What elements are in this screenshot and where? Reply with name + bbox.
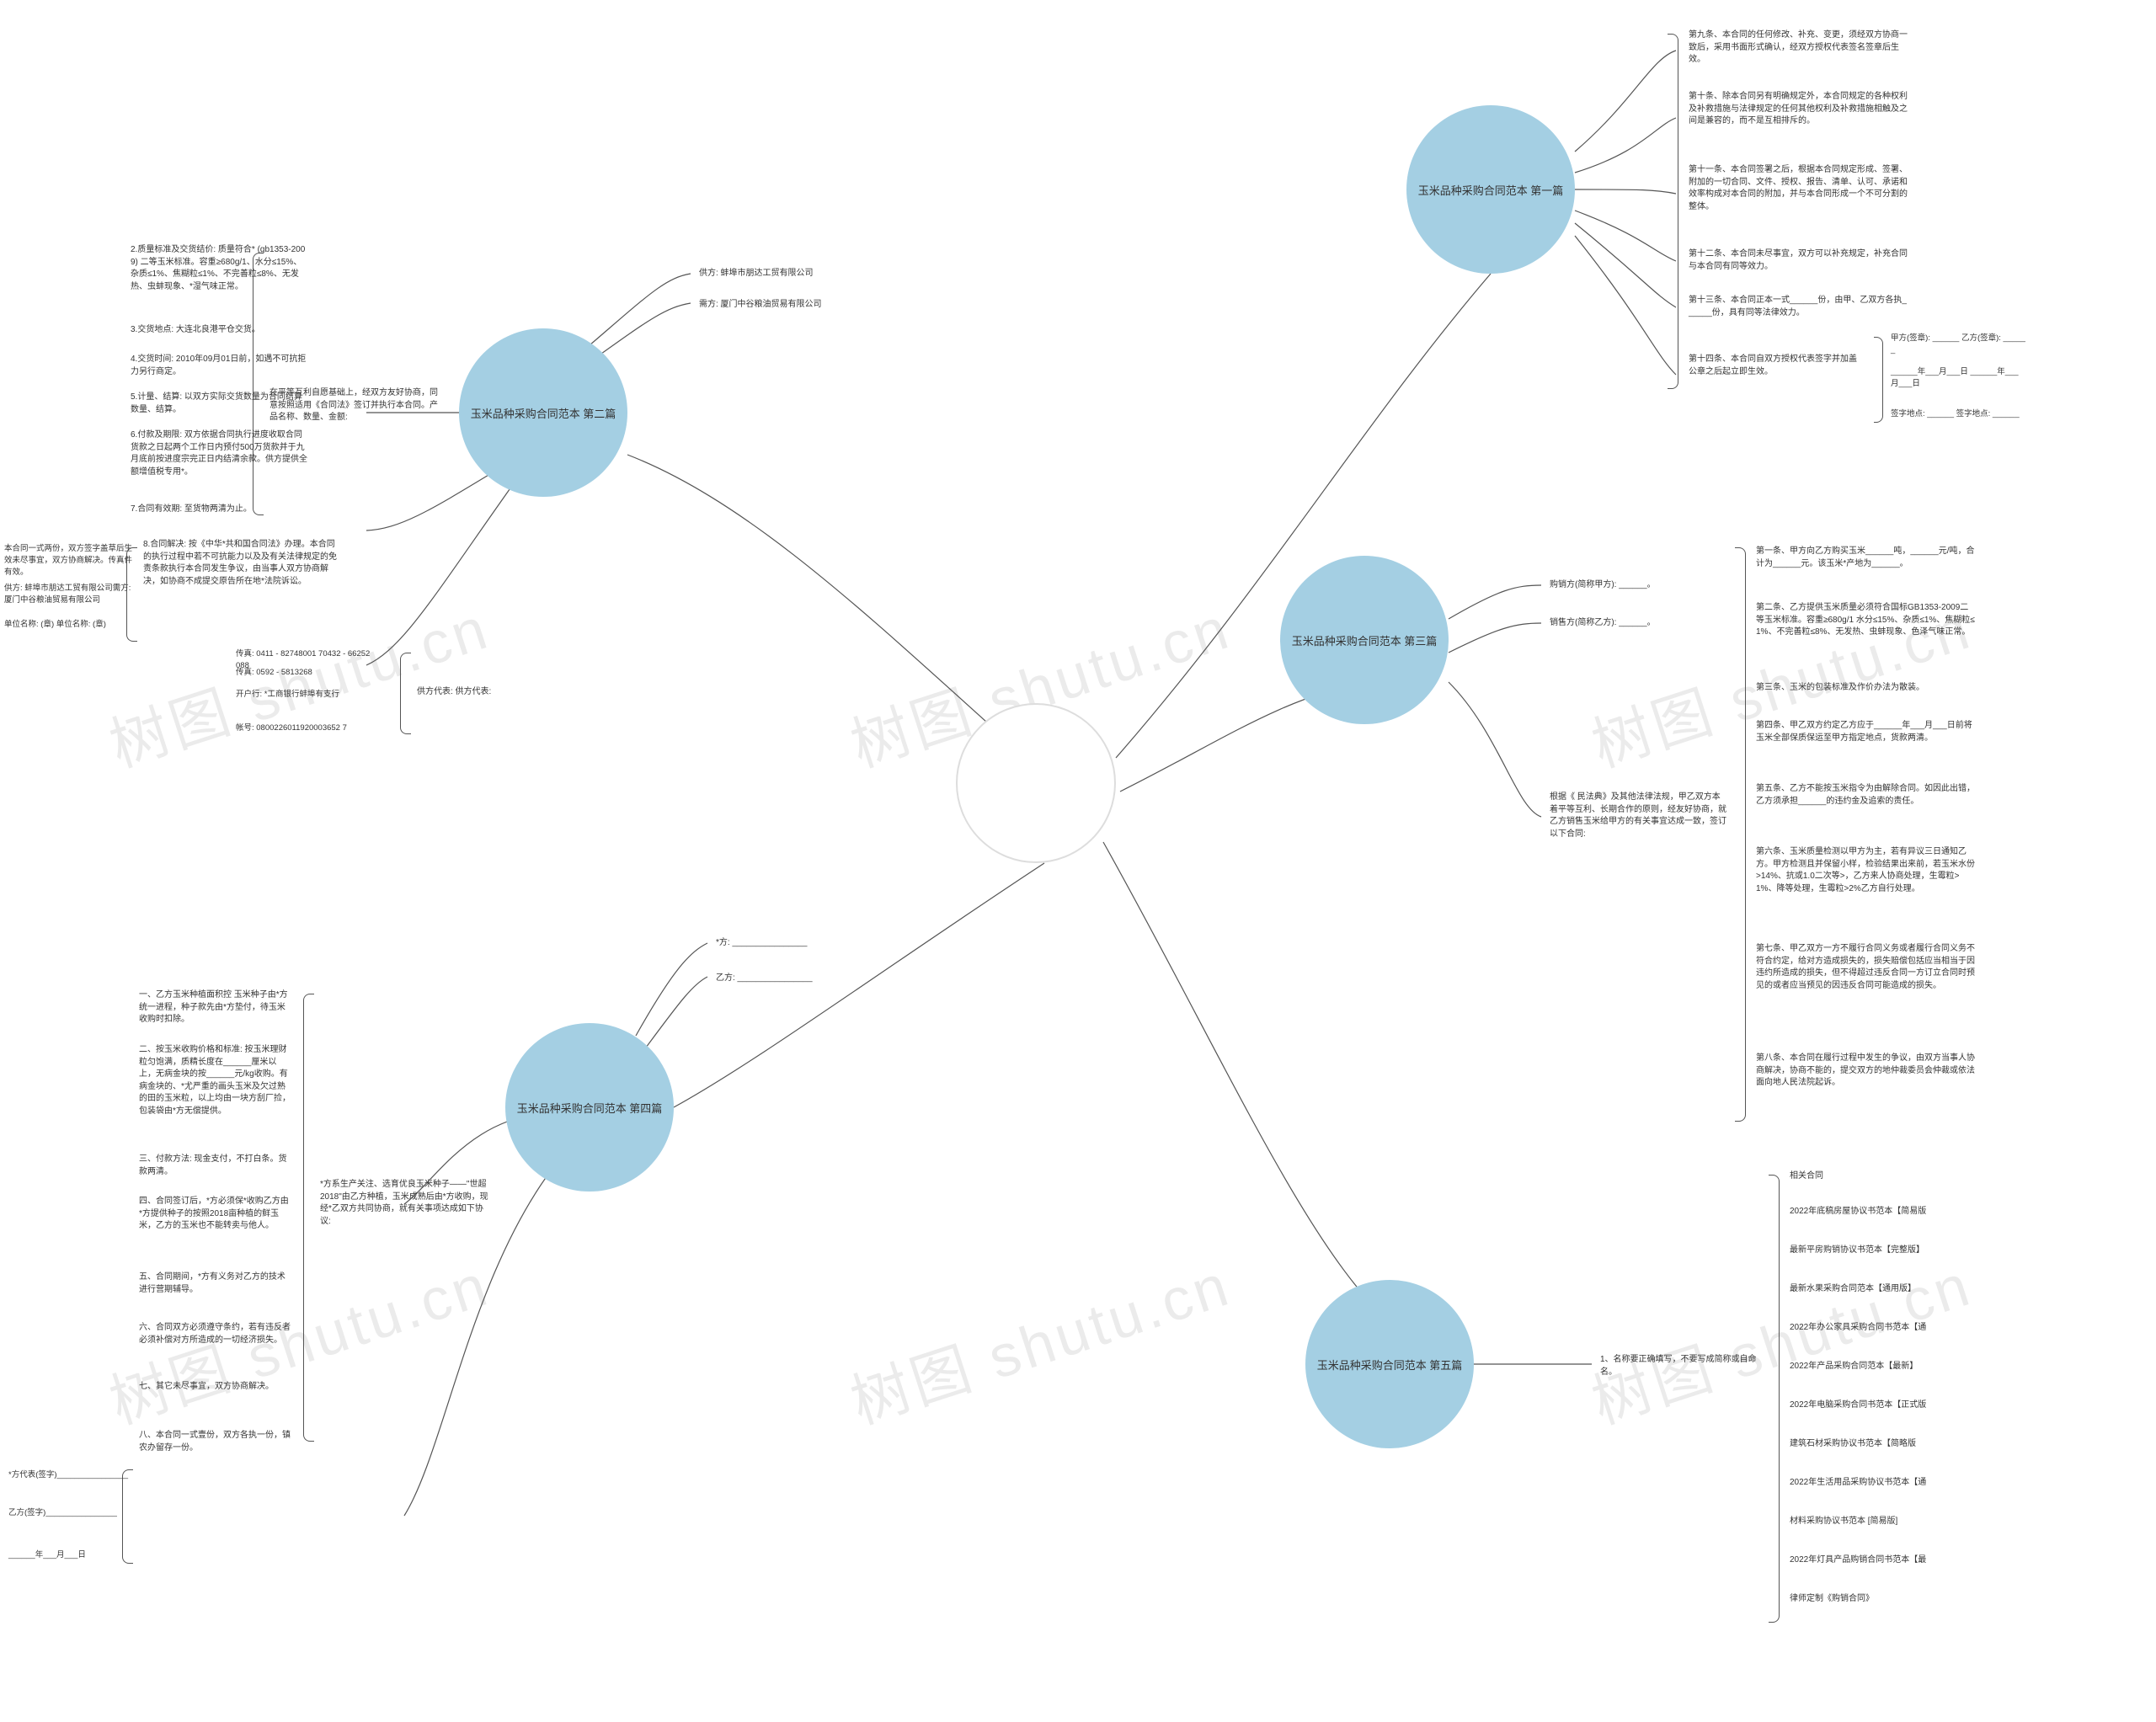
leaf-node: 传真: 0592 - 5813268 [236,667,312,679]
leaf-node: 供方: 蚌埠市朋达工贸有限公司需方: 厦门中谷粮油贸易有限公司 [4,583,139,606]
leaf-node: 建筑石材采购协议书范本【简略版 [1790,1438,1916,1451]
leaf-node: 甲方(签章): ______ 乙方(签章): ______ [1891,333,2025,356]
leaf-node: *方: ________________ [716,937,807,950]
branch-node-4: 玉米品种采购合同范本 第四篇 [505,1023,674,1192]
leaf-node: 第五条、乙方不能按玉米指令为由解除合同。如因此出错，乙方须承担______的违约… [1756,783,1975,808]
branch-label: 玉米品种采购合同范本 第一篇 [1418,182,1564,198]
leaf-node: 第十一条、本合同签署之后，根据本合同规定形成、签署、附加的一切合同、文件、授权、… [1689,164,1908,213]
leaf-node: 2022年底稿房屋协议书范本【简易版 [1790,1206,1926,1218]
leaf-node: 第七条、甲乙双方一方不履行合同义务或者履行合同义务不符合约定，给对方造成损失的，… [1756,943,1975,992]
leaf-node: 乙方(签字)________________ [8,1507,117,1519]
leaf-node: 单位名称: (章) 单位名称: (章) [4,619,106,631]
leaf-node: 第十二条、本合同未尽事宜，双方可以补充规定，补充合同与本合同有同等效力。 [1689,248,1908,273]
brace [400,653,411,734]
leaf-node: 1、名称要正确填写，不要写成简称或自命名。 [1600,1354,1769,1378]
leaf-node: 六、合同双方必须遵守条约，若有违反者必须补偿对方所造成的一切经济损失。 [139,1322,291,1346]
leaf-node: 2.质量标准及交货结价: 质量符合* (gb1353-2009) 二等玉米标准。… [131,244,307,293]
brace [1769,1175,1780,1623]
leaf-node: 一、乙方玉米种植面积控 玉米种子由*方统一进程，种子款先由*方垫付，待玉米收购时… [139,989,291,1026]
branch-node-5: 玉米品种采购合同范本 第五篇 [1305,1280,1474,1448]
leaf-node: 2022年产品采购合同范本【最新】 [1790,1361,1918,1373]
branch-label: 玉米品种采购合同范本 第二篇 [471,405,616,421]
leaf-node: 3.交货地点: 大连北良港平仓交货。 [131,324,260,337]
brace [1668,34,1678,389]
diagram-canvas: 树图 shutu.cn 树图 shutu.cn 树图 shutu.cn 树图 s… [0,0,2156,1722]
branch-node-1: 玉米品种采购合同范本 第一篇 [1406,105,1575,274]
watermark: 树图 shutu.cn [98,581,499,784]
leaf-node: 乙方: ________________ [716,973,813,985]
branch-label: 玉米品种采购合同范本 第五篇 [1317,1357,1463,1373]
leaf-node: 第一条、甲方向乙方购买玉米______吨，______元/吨，合计为______… [1756,546,1975,570]
leaf-node: 签字地点: ______ 签字地点: ______ [1891,408,2020,420]
leaf-node: 第四条、甲乙双方约定乙方应于______年___月___日前将玉米全部保质保运至… [1756,720,1975,744]
leaf-node: 2022年办公家具采购合同书范本【通 [1790,1322,1926,1335]
leaf-node: 最新水果采购合同范本【通用版】 [1790,1283,1916,1296]
leaf-node: 6.付款及期限: 双方依据合同执行进度收取合同货款之日起两个工作日内预付500万… [131,429,307,478]
branch-label: 玉米品种采购合同范本 第三篇 [1292,632,1438,648]
leaf-node: ______年___月___日 [8,1549,86,1561]
leaf-node: ______年___月___日 ______年___月___日 [1891,366,2025,390]
leaf-node: 四、合同签订后，*方必须保*收购乙方由*方提供种子的按照2018亩种植的鲜玉米，… [139,1196,291,1233]
leaf-node: 8.合同解决: 按《中华*共和国合同法》办理。本合同的执行过程中若不可抗能力以及… [143,539,337,588]
branch-node-2: 玉米品种采购合同范本 第二篇 [459,328,627,497]
leaf-node: 八、本合同一式壹份，双方各执一份，镇农办留存一份。 [139,1430,291,1454]
leaf-node: 供方代表: 供方代表: [417,686,491,699]
leaf-node: 律师定制《购销合同》 [1790,1593,1874,1606]
leaf-node: 2022年灯具产品购销合同书范本【最 [1790,1554,1926,1567]
leaf-node: *方代表(签字)________________ [8,1469,128,1481]
leaf-node: 第六条、玉米质量检测以甲方为主，若有异议三日通知乙方。甲方检测且并保留小样，检验… [1756,846,1975,895]
leaf-node: 最新平房购销协议书范本【完整版】 [1790,1245,1924,1257]
leaf-node: 二、按玉米收购价格和标准: 按玉米理财粒匀饱满，质精长度在______厘米以上，… [139,1044,291,1117]
leaf-node: 需方: 厦门中谷粮油贸易有限公司 [699,299,822,312]
leaf-node: 5.计量、结算: 以双方实际交货数量为合同结算数量、结算。 [131,392,307,416]
brace [1874,337,1883,423]
branch-label: 玉米品种采购合同范本 第四篇 [517,1100,663,1116]
leaf-node: 4.交货时间: 2010年09月01日前，如遇不可抗拒力另行商定。 [131,354,307,378]
leaf-node: 根据《 民法典》及其他法律法规，甲乙双方本着平等互利、长期合作的原则，经友好协商… [1550,792,1726,840]
leaf-node: 销售方(简称乙方): ______。 [1550,617,1656,630]
leaf-node: 第十三条、本合同正本一式______份，由甲、乙双方各执______份，具有同等… [1689,295,1908,319]
leaf-node: 第十条、除本合同另有明确规定外，本合同规定的各种权利及补救措施与法律规定的任何其… [1689,91,1908,128]
leaf-node: 第八条、本合同在履行过程中发生的争议，由双方当事人协商解决，协商不能的，提交双方… [1756,1053,1975,1090]
brace [303,994,314,1442]
leaf-node: 材料采购协议书范本 [简易版] [1790,1516,1897,1528]
watermark: 树图 shutu.cn [839,1238,1240,1441]
brace [1735,547,1746,1122]
leaf-node: 2022年电脑采购合同书范本【正式版 [1790,1399,1926,1412]
leaf-node: 七、其它未尽事宜，双方协商解决。 [139,1381,274,1394]
leaf-node: 第九条、本合同的任何修改、补充、变更，须经双方协商一致后，采用书面形式确认，经双… [1689,29,1908,67]
leaf-node: 三、付款方法: 现金支付，不打白条。货款两清。 [139,1154,291,1178]
leaf-node: 供方: 蚌埠市朋达工贸有限公司 [699,268,814,280]
leaf-node: 帐号: 0800226011920003652 7 [236,722,347,734]
leaf-node: 7.合同有效期: 至货物两清为止。 [131,504,252,516]
leaf-node: 开户行: *工商银行蚌埠有支行 [236,689,339,701]
leaf-node: 第三条、玉米的包装标准及作价办法为散装。 [1756,682,1924,695]
leaf-node: *方系生产关注、选育优良玉米种子——"世超2018"由乙方种植，玉米成熟后由*方… [320,1179,488,1228]
branch-node-3: 玉米品种采购合同范本 第三篇 [1280,556,1449,724]
leaf-node: 五、合同期间，*方有义务对乙方的技术进行营期辅导。 [139,1272,291,1296]
leaf-node: 购销方(简称甲方): ______。 [1550,579,1656,592]
leaf-node: 相关合同 [1790,1170,1823,1183]
leaf-node: 本合同一式两份，双方签字盖草后生效未尽事宜，双方协商解决。传真件有效。 [4,543,139,578]
brace [122,1469,133,1564]
leaf-node: 2022年生活用品采购协议书范本【通 [1790,1477,1926,1490]
center-node [956,703,1116,863]
leaf-node: 第二条、乙方提供玉米质量必须符合国标GB1353-2009二等玉米标准。容重≥6… [1756,602,1975,639]
leaf-node: 第十四条、本合同自双方授权代表签字并加盖公章之后起立即生效。 [1689,354,1857,378]
